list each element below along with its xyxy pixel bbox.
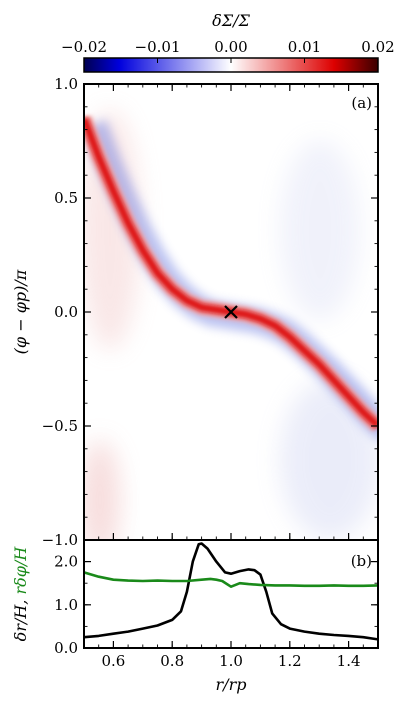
line-panel — [84, 540, 378, 648]
panel-a-label: (a) — [351, 94, 372, 112]
x-axis-label: r/rp — [216, 675, 247, 694]
y-tick-label: 1.0 — [54, 596, 78, 614]
x-tick-label: 0.6 — [101, 652, 125, 670]
y-tick-label: 1.0 — [54, 75, 78, 93]
y-tick-label: 2.0 — [54, 553, 78, 571]
x-tick-label: 0.8 — [160, 652, 184, 670]
heatmap-panel — [84, 84, 378, 540]
x-tick-labels: 0.6 0.8 1.0 1.2 1.4 — [101, 652, 360, 670]
colorbar-tick-label: −0.02 — [61, 38, 107, 56]
panel-b-ticks — [83, 539, 379, 649]
colorbar-tick-label: 0.01 — [288, 38, 321, 56]
panel-b-label: (b) — [351, 552, 372, 570]
colorbar-tick-label: 0.00 — [214, 38, 247, 56]
x-tick-label: 1.0 — [219, 652, 243, 670]
colorbar-tick-label: −0.01 — [135, 38, 181, 56]
y-tick-label: 0.0 — [54, 639, 78, 657]
colorbar-label: δΣ/Σ — [212, 11, 250, 30]
colorbar-tick-label: 0.02 — [361, 38, 394, 56]
panel-a-y-tick-labels: −1.0 −0.5 0.0 0.5 1.0 — [42, 75, 78, 549]
panel-b-y-tick-labels: 0.0 1.0 2.0 — [54, 553, 78, 657]
x-tick-label: 1.4 — [337, 652, 361, 670]
y-tick-label: 0.5 — [54, 189, 78, 207]
colorbar-ticks — [83, 58, 379, 63]
y-tick-label: −1.0 — [42, 531, 78, 549]
panel-a-ylabel: (φ − φp)/π — [11, 269, 30, 354]
colorbar-tick-labels: −0.02 −0.01 0.00 0.01 0.02 — [61, 38, 395, 56]
planet-marker — [224, 305, 238, 319]
panel-b-ylabel: δr/H, rδφ/H — [11, 546, 30, 642]
ylabel-part-dr: δr/H, — [11, 595, 30, 642]
y-tick-label: −0.5 — [42, 417, 78, 435]
series-line-rdphi — [84, 571, 378, 588]
y-tick-label: 0.0 — [54, 303, 78, 321]
series-line-dr — [84, 542, 378, 641]
x-tick-label: 1.2 — [278, 652, 302, 670]
ylabel-part-rdphi: rδφ/H — [11, 546, 30, 595]
